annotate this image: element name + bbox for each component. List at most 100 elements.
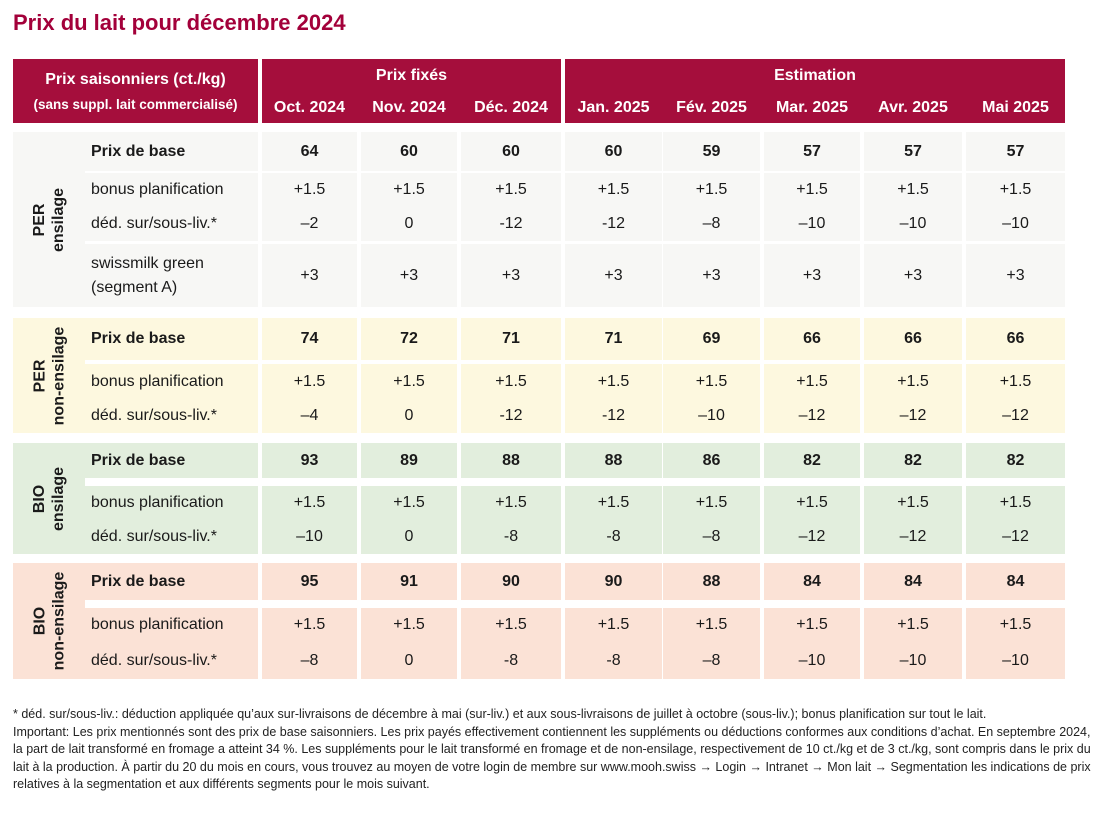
header-month: Avr. 2025 [878,98,948,116]
value-cell: +1.5 [361,486,457,520]
header-months-estimate-bg [565,92,1065,123]
row-label: déd. sur/sous-liv.* [85,642,258,679]
value-cell: +1.5 [864,486,962,520]
header-group-fixed: Prix fixés [262,59,561,92]
value-cell: +1.5 [663,173,760,207]
value-cell: +1.5 [864,173,962,207]
header-month: Jan. 2025 [577,98,650,116]
value-cell: +1.5 [262,486,357,520]
value-cell: +1.5 [663,364,760,399]
value-cell: –12 [966,399,1065,433]
value-cell: -12 [565,207,662,241]
group-label: PER ensilage [13,132,85,307]
value-cell: +1.5 [966,173,1065,207]
value-cell: –10 [764,207,860,241]
group-label-text: BIO non-ensilage [31,571,67,671]
value-cell: +1.5 [663,486,760,520]
value-cell: –12 [764,399,860,433]
value-cell: 60 [461,132,561,171]
header-corner: Prix saisonniers (ct./kg) (sans suppl. la… [13,59,258,123]
value-cell: –8 [663,207,760,241]
value-cell: +1.5 [565,173,662,207]
value-cell: 88 [565,443,662,478]
group-label: BIO non-ensilage [13,563,85,679]
value-cell: +1.5 [361,173,457,207]
value-cell: 64 [262,132,357,171]
value-cell: +1.5 [966,364,1065,399]
value-cell: 0 [361,399,457,433]
value-cell: 89 [361,443,457,478]
value-cell: 84 [966,563,1065,600]
value-cell: –12 [864,520,962,554]
value-cell: -8 [461,642,561,679]
header-month: Nov. 2024 [372,98,446,116]
group-label: BIO ensilage [13,443,85,554]
value-cell: 59 [663,132,760,171]
value-cell: -8 [461,520,561,554]
value-cell: 82 [864,443,962,478]
value-cell: 72 [361,318,457,360]
value-cell: 88 [663,563,760,600]
value-cell: +1.5 [461,608,561,642]
group-label-text: PER non-ensilage [31,326,67,425]
value-cell: -12 [461,399,561,433]
value-cell: +1.5 [565,364,662,399]
value-cell: –2 [262,207,357,241]
header-month: Mar. 2025 [775,98,849,116]
value-cell: 60 [565,132,662,171]
row-label: Prix de base [85,563,258,600]
value-cell: 82 [764,443,860,478]
value-cell: –10 [663,399,760,433]
value-cell: –10 [966,642,1065,679]
header-month: Fév. 2025 [676,98,747,116]
row-label: Prix de base [85,132,258,171]
value-cell: +1.5 [764,173,860,207]
value-cell: +3 [565,244,662,307]
value-cell: +1.5 [663,608,760,642]
row-label: bonus planification [85,486,258,520]
value-cell: +1.5 [565,486,662,520]
value-cell: +1.5 [764,608,860,642]
value-cell: –10 [764,642,860,679]
value-cell: 74 [262,318,357,360]
value-cell: 0 [361,207,457,241]
value-cell: 69 [663,318,760,360]
value-cell: –8 [262,642,357,679]
value-cell: -12 [565,399,662,433]
value-cell: 82 [966,443,1065,478]
value-cell: 84 [764,563,860,600]
value-cell: 57 [966,132,1065,171]
group-label-text: BIO ensilage [31,466,67,531]
value-cell: 71 [461,318,561,360]
value-cell: 57 [764,132,860,171]
value-cell: 84 [864,563,962,600]
header-month: Mai 2025 [982,98,1049,116]
group-label: PER non-ensilage [13,318,85,433]
value-cell: +1.5 [764,486,860,520]
value-cell: +3 [864,244,962,307]
value-cell: +1.5 [966,486,1065,520]
footnote-definition: * déd. sur/sous-liv.: déduction appliqué… [13,707,987,721]
value-cell: +1.5 [461,173,561,207]
value-cell: 91 [361,563,457,600]
value-cell: 93 [262,443,357,478]
row-label: Prix de base [85,318,258,360]
page-title: Prix du lait pour décembre 2024 [13,10,346,35]
value-cell: 88 [461,443,561,478]
row-label: déd. sur/sous-liv.* [85,399,258,433]
value-cell: –4 [262,399,357,433]
value-cell: +1.5 [461,486,561,520]
value-cell: 0 [361,520,457,554]
row-label: swissmilk green (segment A) [85,244,258,307]
row-label: bonus planification [85,364,258,399]
row-label: déd. sur/sous-liv.* [85,520,258,554]
value-cell: +3 [663,244,760,307]
value-cell: 0 [361,642,457,679]
value-cell: 60 [361,132,457,171]
value-cell: +1.5 [361,364,457,399]
value-cell: 66 [864,318,962,360]
row-label: déd. sur/sous-liv.* [85,207,258,241]
value-cell: –10 [864,642,962,679]
value-cell: -12 [461,207,561,241]
footnote-important: Important: Les prix mentionnés sont des … [13,724,1091,792]
